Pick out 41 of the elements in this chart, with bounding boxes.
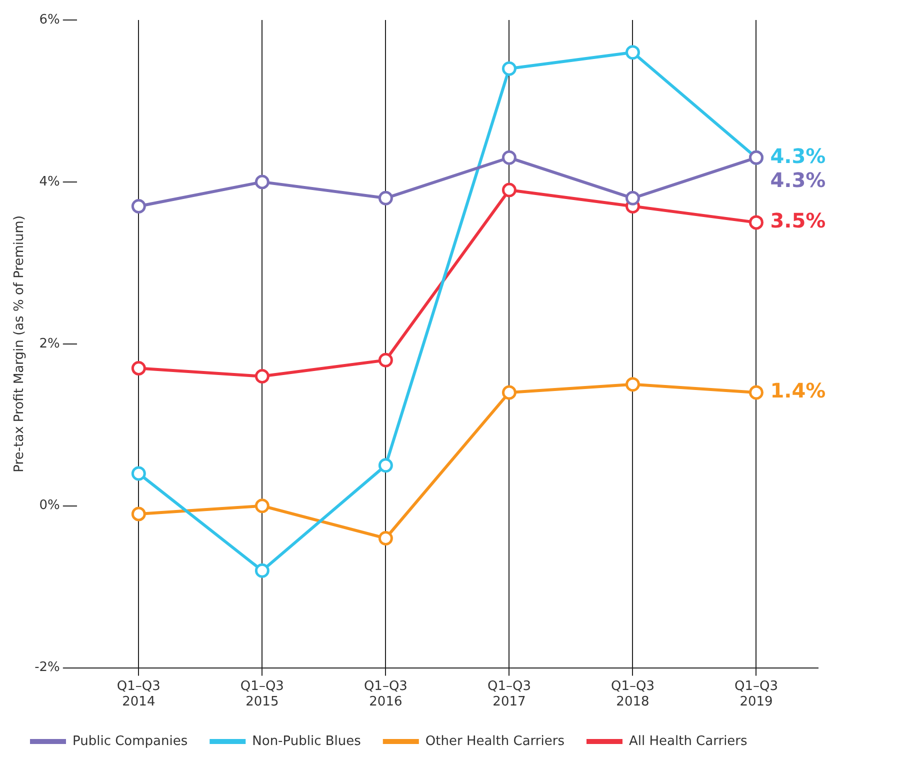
- point: [254, 563, 270, 578]
- data-label: 4.3%: [770, 144, 826, 168]
- point: [625, 45, 640, 60]
- data-label: 4.3%: [770, 168, 826, 192]
- data-label: 1.4%: [770, 378, 826, 403]
- point: [254, 498, 270, 514]
- point: [378, 190, 393, 206]
- point: [131, 466, 146, 481]
- y-tick-label: 2%: [39, 336, 60, 352]
- point: [502, 182, 516, 198]
- y-tick-label: 4%: [39, 174, 60, 190]
- point: [378, 458, 393, 473]
- x-tick-label: Q1–Q3 2016: [364, 678, 408, 710]
- x-tick-label: Q1–Q3 2015: [240, 678, 284, 710]
- x-tick-label: Q1–Q3 2019: [734, 678, 778, 710]
- x-tick-label: Q1–Q3 2014: [116, 678, 160, 710]
- point: [502, 385, 516, 400]
- point: [254, 174, 270, 190]
- legend-label: Public Companies: [72, 734, 188, 749]
- point: [748, 215, 764, 230]
- point: [131, 506, 146, 522]
- point: [502, 150, 516, 165]
- data-label: 3.5%: [770, 208, 826, 233]
- y-axis-title: Pre-tax Profit Margin (as % of Premium): [12, 215, 28, 472]
- legend-label: All Health Carriers: [628, 734, 748, 749]
- x-tick-label: Q1–Q3 2018: [610, 678, 654, 710]
- x-tick-label: Q1–Q3 2017: [487, 678, 531, 710]
- point: [502, 61, 516, 76]
- point: [378, 530, 393, 546]
- point: [625, 377, 640, 392]
- point: [254, 369, 270, 384]
- legend-label: Other Health Carriers: [425, 734, 565, 749]
- point: [131, 360, 146, 376]
- point: [378, 352, 393, 368]
- y-tick-label: 0%: [39, 498, 60, 514]
- point: [748, 385, 764, 400]
- legend-label: Non-Public Blues: [252, 734, 362, 749]
- point: [625, 190, 640, 206]
- point: [131, 198, 146, 214]
- y-tick-label: -2%: [34, 660, 60, 676]
- y-tick-label: 6%: [39, 12, 60, 28]
